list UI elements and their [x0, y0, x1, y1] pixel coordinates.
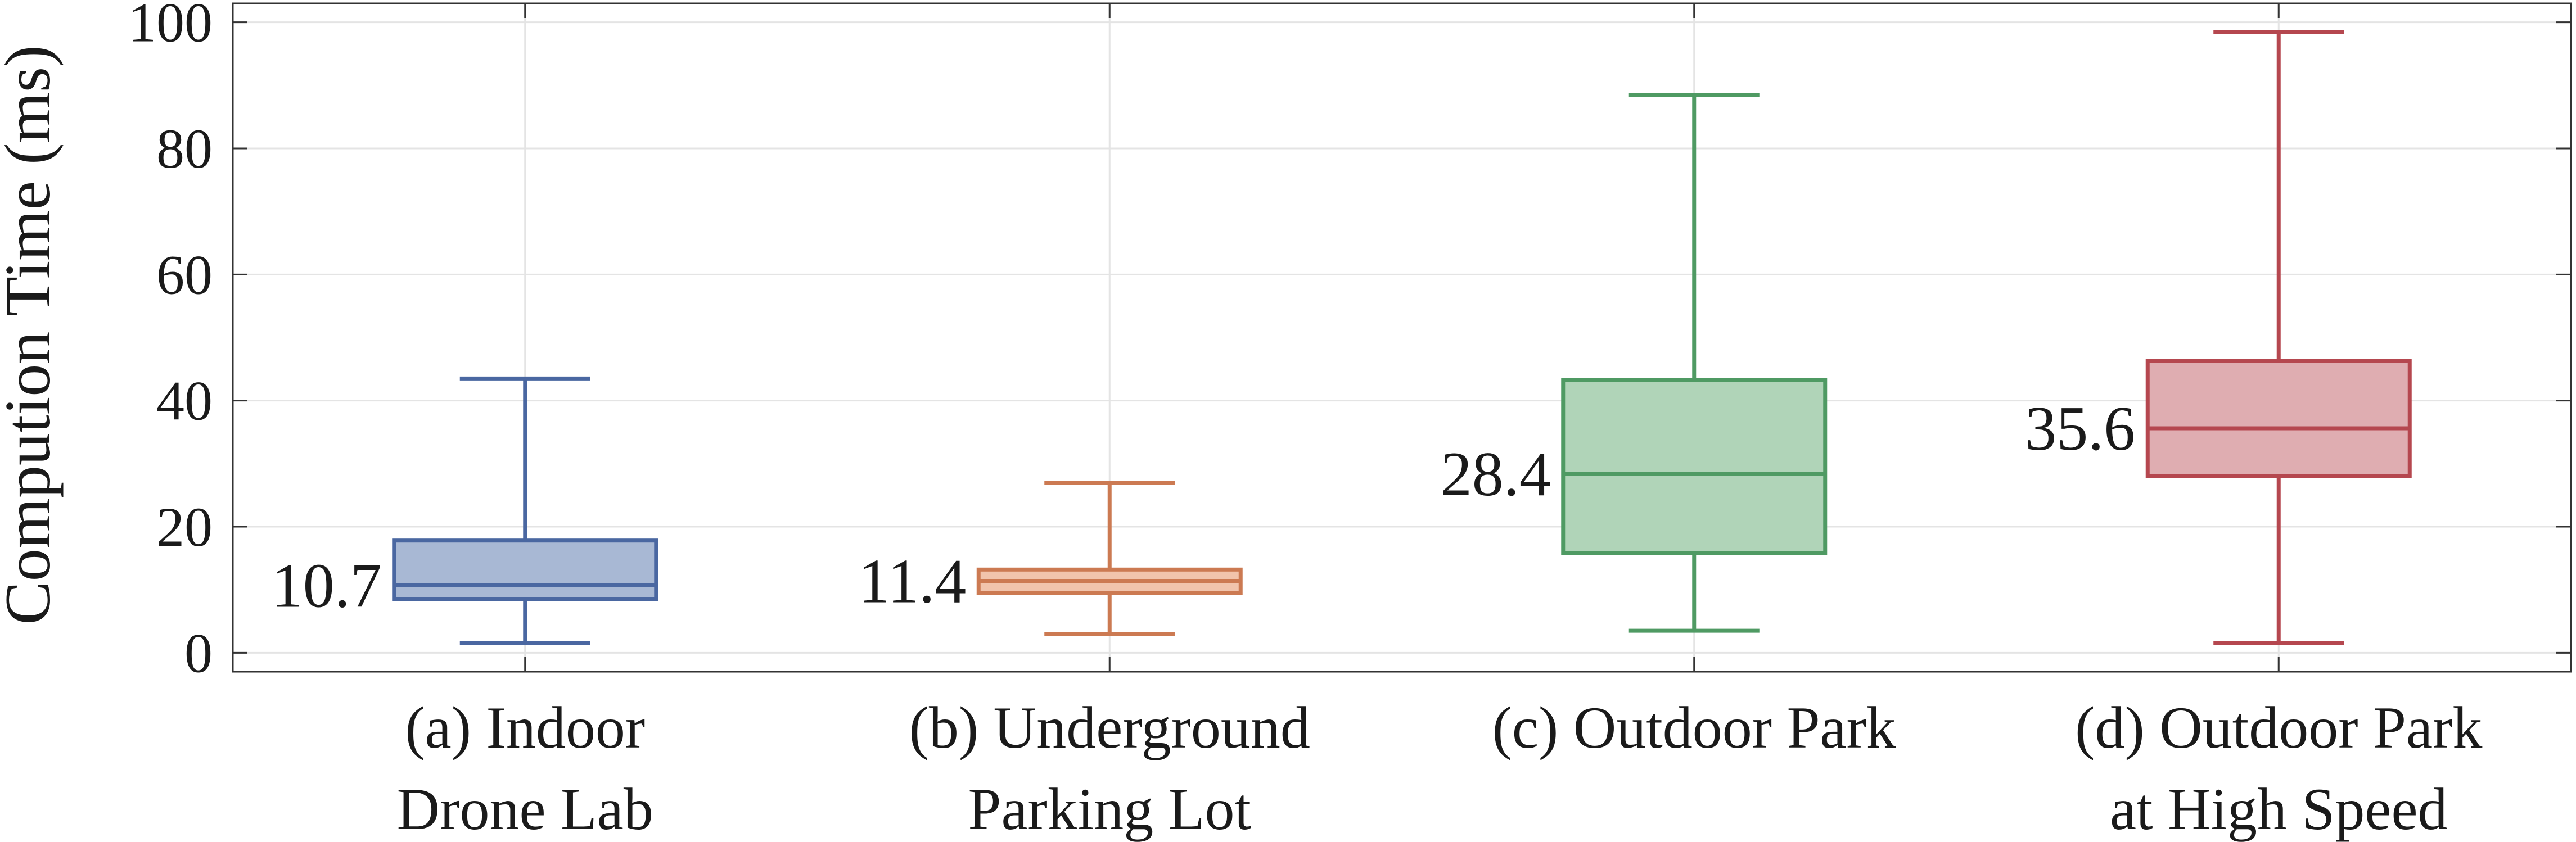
- y-axis-label: Compution Time (ms): [0, 45, 64, 624]
- grid: [233, 3, 2571, 672]
- y-tick-label: 0: [184, 622, 213, 684]
- y-tick-label: 60: [156, 243, 213, 306]
- median-label: 28.4: [1441, 440, 1551, 509]
- x-category-label: (d) Outdoor Park: [2075, 695, 2482, 760]
- x-category-label: (c) Outdoor Park: [1492, 695, 1896, 760]
- x-category-label: (b) Underground: [909, 695, 1310, 760]
- iqr-box: [2145, 359, 2412, 478]
- x-category-label: Parking Lot: [968, 776, 1251, 842]
- labels: 0 20 40 60 80 100 10.7 11.4 28.4 35.6 (a) Indoor Dr…: [128, 0, 2482, 842]
- median-label: 35.6: [2025, 394, 2135, 464]
- axes-box: [232, 2, 2572, 673]
- y-tick-label: 20: [156, 496, 213, 558]
- iqr-box: [1561, 378, 1828, 555]
- iqr-box: [392, 538, 658, 601]
- x-category-label: Drone Lab: [397, 776, 653, 842]
- y-tick-label: 80: [156, 117, 213, 180]
- y-tick-label: 40: [156, 370, 213, 432]
- x-category-label: at High Speed: [2110, 776, 2448, 842]
- y-tick-label: 100: [128, 0, 213, 54]
- boxes: [392, 29, 2412, 646]
- median-label: 10.7: [272, 551, 382, 621]
- x-category-label: (a) Indoor: [405, 695, 645, 760]
- plot-frame: [232, 2, 2572, 673]
- median-label: 11.4: [858, 546, 966, 616]
